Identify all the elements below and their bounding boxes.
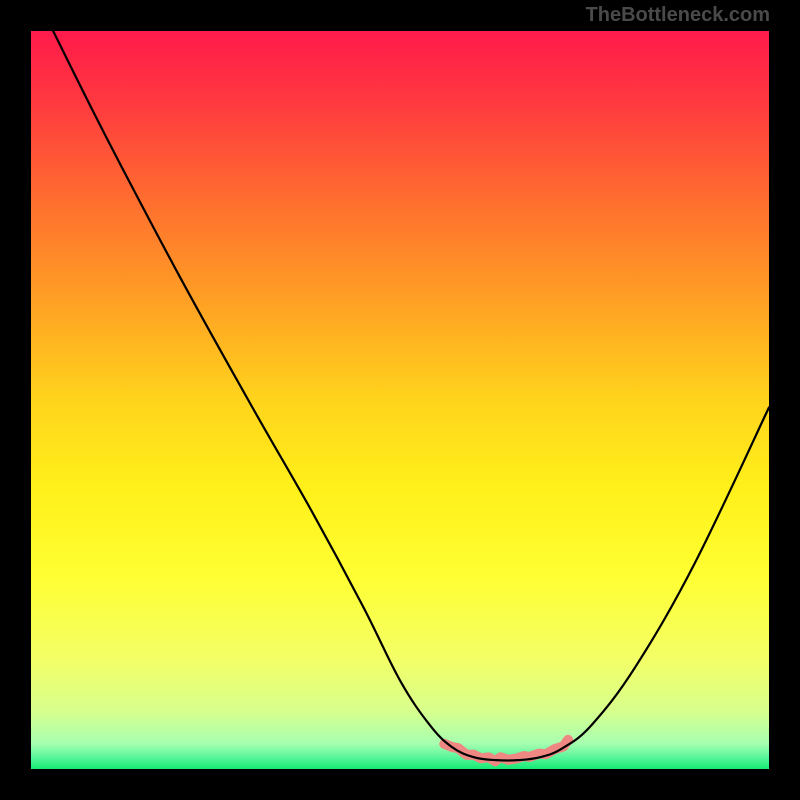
gradient-background — [31, 31, 769, 769]
chart-container: TheBottleneck.com — [0, 0, 800, 800]
chart-svg — [31, 31, 769, 769]
plot-area — [31, 31, 769, 769]
attribution-label: TheBottleneck.com — [586, 4, 770, 27]
